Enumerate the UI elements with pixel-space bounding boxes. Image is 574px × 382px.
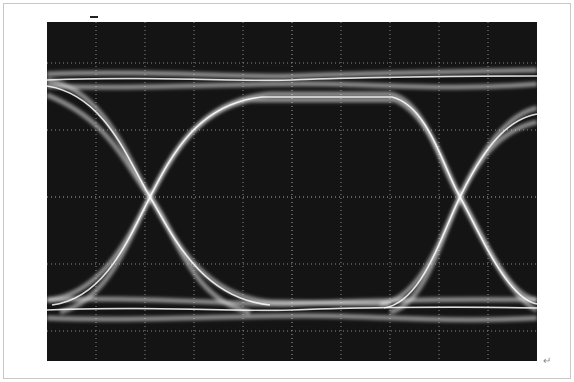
- page: ↵ (() => { const data = JSON.parse(docum…: [0, 0, 574, 382]
- text-cursor: [90, 16, 98, 18]
- paragraph-mark: ↵: [543, 356, 551, 367]
- document-view: ↵: [0, 0, 574, 382]
- eye-diagram: [47, 22, 537, 361]
